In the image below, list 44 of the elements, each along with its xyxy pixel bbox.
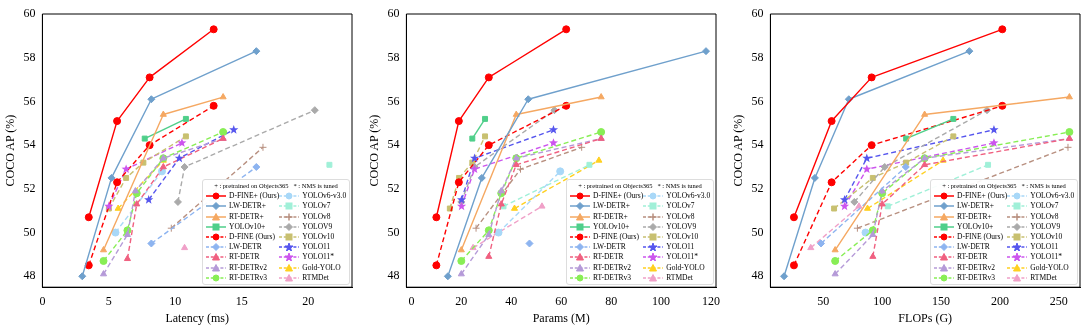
y-tick-label: 54	[751, 137, 764, 152]
y-tick-label: 48	[23, 268, 36, 283]
x-tick-label: 0	[39, 293, 46, 308]
y-tick-label: 56	[751, 93, 764, 108]
y-tick-label: 48	[751, 268, 764, 283]
y-tick-label: 56	[23, 93, 36, 108]
x-tick-label: 0	[408, 293, 415, 308]
x-axis-title: FLOPs (G)	[898, 310, 953, 325]
x-tick-label: 20	[302, 293, 315, 308]
y-tick-label: 50	[387, 224, 400, 239]
x-tick-label: 60	[555, 293, 568, 308]
y-tick-label: 60	[751, 6, 764, 21]
x-tick-label: 250	[1049, 293, 1068, 308]
y-tick-label: 52	[387, 181, 400, 195]
y-tick-label: 60	[387, 6, 400, 21]
y-tick-label: 56	[387, 93, 400, 108]
x-axis-title: Latency (ms)	[165, 310, 230, 325]
y-tick-label: 54	[387, 137, 400, 152]
x-tick-label: 100	[873, 293, 892, 308]
y-tick-label: 52	[23, 181, 36, 195]
y-tick-label: 60	[23, 6, 36, 21]
y-axis-title: COCO AP (%)	[731, 114, 746, 187]
x-tick-label: 10	[169, 293, 182, 308]
x-tick-label: 200	[990, 293, 1009, 308]
y-tick-label: 58	[387, 49, 400, 64]
y-tick-label: 52	[751, 181, 764, 195]
x-tick-label: 120	[702, 293, 721, 308]
x-tick-label: 150	[932, 293, 951, 308]
x-tick-label: 40	[505, 293, 518, 308]
y-axis-title: COCO AP (%)	[367, 114, 382, 187]
x-tick-label: 15	[235, 293, 248, 308]
y-axis-title: COCO AP (%)	[3, 114, 18, 187]
x-tick-label: 100	[652, 293, 671, 308]
y-tick-label: 58	[23, 49, 36, 64]
y-tick-label: 50	[23, 224, 36, 239]
x-axis-title: Params (M)	[532, 310, 590, 325]
y-tick-label: 54	[23, 137, 36, 152]
y-tick-label: 50	[751, 224, 764, 239]
x-tick-label: 5	[105, 293, 112, 308]
y-tick-label: 58	[751, 49, 764, 64]
y-tick-label: 48	[387, 268, 400, 283]
x-tick-label: 50	[817, 293, 830, 308]
x-tick-label: 20	[455, 293, 468, 308]
x-tick-label: 80	[605, 293, 618, 308]
